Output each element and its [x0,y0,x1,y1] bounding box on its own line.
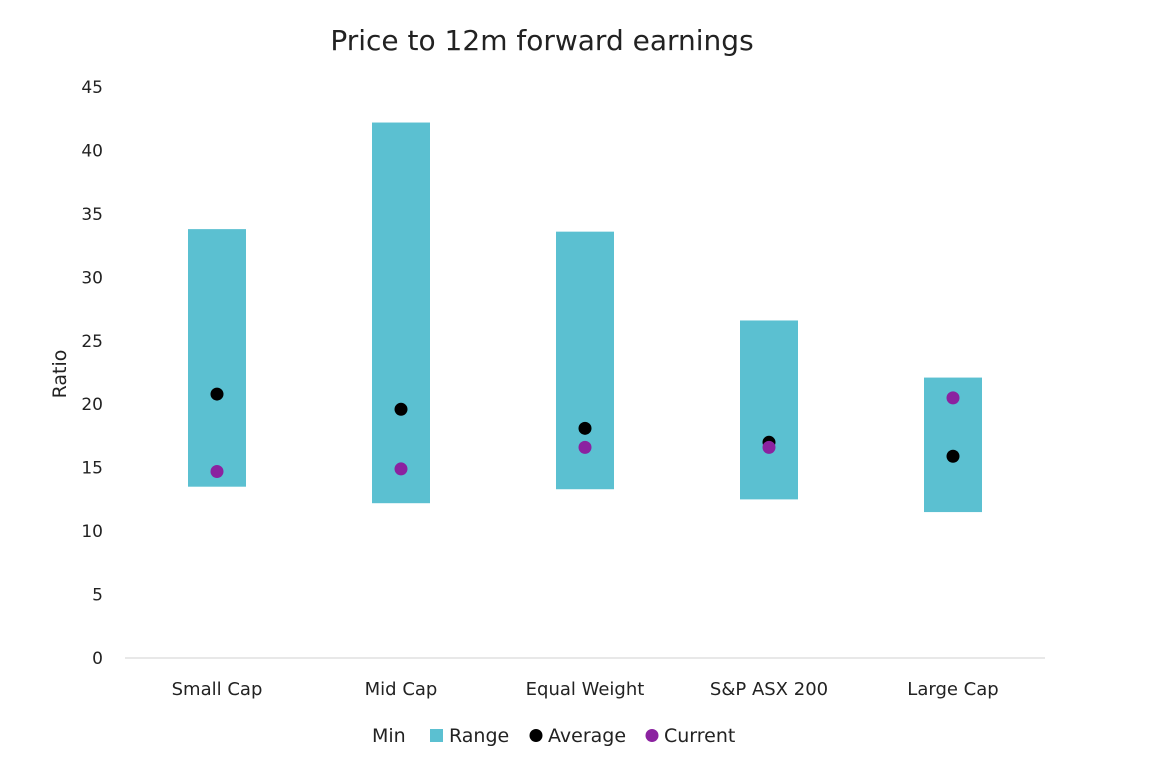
range-bar [188,229,246,487]
current-point [762,440,776,454]
y-tick-label: 40 [81,141,103,161]
y-tick-label: 45 [81,78,103,98]
y-tick-label: 5 [92,586,103,606]
average-point [578,421,592,435]
y-tick-label: 20 [81,395,103,415]
legend-swatch-range [430,729,443,742]
current-point [210,464,224,478]
current-point [394,462,408,476]
y-tick-label: 30 [81,268,103,288]
y-axis-ticks: 0 5 10 15 20 25 30 35 40 45 [81,78,103,669]
y-tick-label: 35 [81,205,103,225]
legend-label-average: Average [548,725,626,747]
x-category-label: Large Cap [907,679,998,700]
range-bar [740,320,798,500]
legend-label-min: Min [372,725,406,747]
x-category-label: S&P ASX 200 [710,679,828,700]
legend-label-range: Range [449,725,509,747]
chart-title: Price to 12m forward earnings [330,24,753,57]
y-tick-label: 15 [81,459,103,479]
range-bar [372,122,430,504]
current-point [946,391,960,405]
x-axis-categories: Small Cap Mid Cap Equal Weight S&P ASX 200 L… [172,679,999,700]
y-tick-label: 0 [92,649,103,669]
average-point [946,449,960,463]
x-category-label: Equal Weight [526,679,645,700]
average-point [210,387,224,401]
legend-marker-current [645,729,659,742]
average-point [394,402,408,416]
legend-label-current: Current [664,725,735,747]
legend-marker-average [529,729,543,742]
legend: Min Range Average Current [372,725,735,747]
x-category-label: Mid Cap [365,679,438,700]
range-bars [188,122,982,513]
data-points [210,387,960,478]
x-category-label: Small Cap [172,679,263,700]
y-tick-label: 25 [81,332,103,352]
current-point [578,440,592,454]
y-tick-label: 10 [81,522,103,542]
y-axis-label: Ratio [49,350,71,399]
